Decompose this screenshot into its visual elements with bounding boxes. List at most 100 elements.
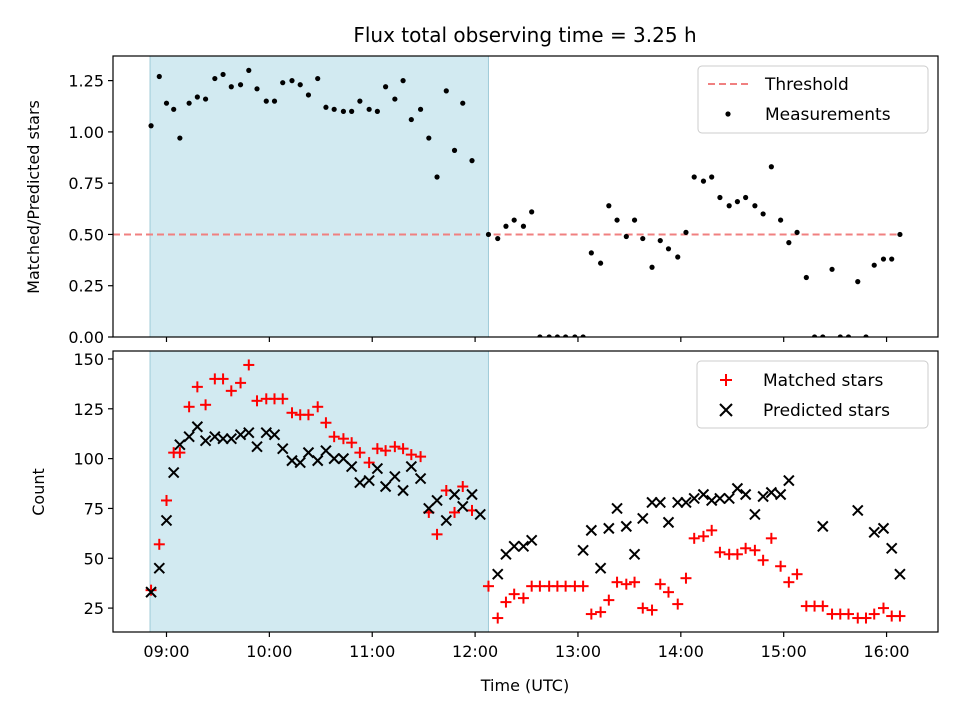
matched-stars-point [714,546,726,558]
matched-stars-point [251,395,263,407]
matched-stars-point [560,580,572,592]
xtick-label: 13:00 [555,642,601,661]
predicted-stars-point [705,494,718,507]
predicted-stars-point [525,534,538,547]
predicted-stars-point [260,427,272,439]
predicted-stars-point [243,427,255,439]
predicted-stars-point [577,544,589,556]
measurement-point [280,80,286,86]
measurement-point [460,100,466,106]
measurement-point [572,334,578,337]
legend-matched-swatch [720,374,732,386]
measurement-point [297,82,303,88]
predicted-stars-point [354,476,366,489]
measurement-point [357,98,363,104]
measurement-point [400,78,406,84]
predicted-stars-point [697,488,710,501]
measurement-point [408,116,414,123]
matched-stars-point [629,576,641,588]
measurement-point [691,174,697,180]
measurement-point [186,100,192,106]
top-ytick-label: 0.75 [68,174,104,193]
measurement-point [760,211,766,217]
matched-stars-point [380,445,392,457]
matched-stars-point [517,592,529,604]
measurement-point [786,240,792,246]
matched-stars-point [620,578,632,590]
predicted-stars-point [603,522,615,535]
predicted-stars-point [517,540,530,553]
matched-stars-point [346,437,358,449]
matched-stars-point [302,409,314,421]
predicted-stars-point [628,548,641,560]
matched-stars-point [534,580,546,592]
measurement-point [366,106,372,112]
measurement-point [315,75,321,82]
predicted-stars-point [209,430,221,443]
measurement-point [606,203,612,209]
measurement-point [451,147,458,153]
legend-measurements-label: Measurements [765,105,891,125]
measurement-point [254,86,260,92]
predicted-stars-point [389,470,401,483]
predicted-stars-point [714,492,726,505]
measurement-point [640,235,646,242]
measurement-point [880,256,887,262]
measurement-point [340,108,347,114]
matched-stars-point [492,612,504,624]
measurement-point [829,266,835,272]
matched-stars-point [449,506,461,518]
predicted-stars-point [611,502,623,515]
measurement-point [374,108,380,114]
bottom-y-axis-label: Count [29,468,48,516]
matched-stars-point [286,407,298,419]
measurement-point [709,174,715,180]
predicted-stars-point [405,460,418,473]
measurement-point [683,229,689,235]
measurement-point [623,233,629,240]
measurement-point [580,334,586,337]
top-ytick-label: 0.50 [68,225,104,244]
matched-stars-point [672,598,684,610]
predicted-stars-point [160,514,173,527]
measurement-point [649,264,655,270]
top-shaded-window [150,56,489,337]
matched-stars-point [585,608,597,620]
measurement-point [726,203,732,209]
top-ytick-label: 1.00 [68,123,104,142]
predicted-stars-point [251,440,263,453]
predicted-stars-point [765,486,778,499]
top-plot-frame [112,55,939,338]
measurement-point [597,260,604,266]
predicted-stars-point [311,454,324,467]
predicted-stars-point [225,432,238,445]
matched-stars-point [415,451,427,463]
measurement-point [554,334,560,337]
predicted-stars-point [594,562,607,574]
predicted-stars-point [371,462,384,475]
matched-stars-point [174,447,186,459]
predicted-stars-point [345,460,358,473]
matched-stars-point [508,588,520,600]
top-ytick-label: 0.00 [68,328,104,347]
predicted-stars-point [474,508,486,521]
predicted-stars-point [457,500,469,513]
predicted-stars-point [654,496,666,509]
measurement-point [657,237,663,244]
measurement-point [305,92,312,98]
measurement-point [434,174,440,180]
top-y-axis-label: Matched/Predicted stars [24,100,43,294]
predicted-stars-point [363,474,375,487]
measurement-point [614,217,620,223]
matched-stars-point [160,494,172,506]
measurement-point [675,254,681,260]
top-ytick-label: 0.25 [68,277,104,296]
measurement-point [871,262,877,268]
predicted-stars-point [757,490,769,503]
predicted-stars-point [672,496,684,509]
measurement-point [246,67,252,73]
matched-stars-point [153,538,165,550]
matched-stars-point [740,542,752,554]
top-panel: 0.00 0.25 0.50 0.75 1.00 1.25 Flux total obse… [24,23,939,347]
measurement-point [845,334,852,337]
